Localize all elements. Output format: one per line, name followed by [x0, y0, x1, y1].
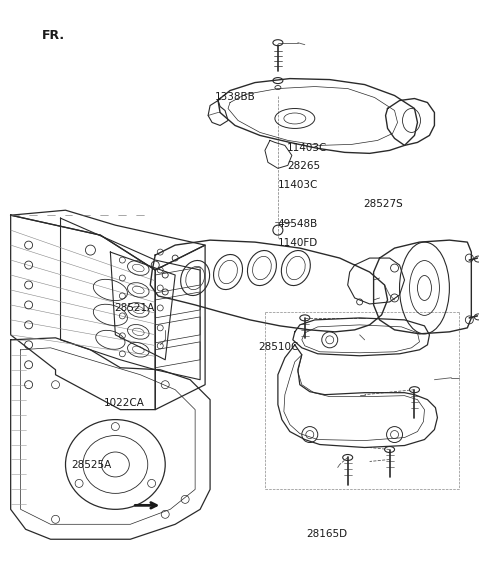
Text: 11403C: 11403C [277, 180, 318, 189]
Text: 1022CA: 1022CA [104, 398, 144, 408]
Text: 28527S: 28527S [363, 199, 403, 209]
Text: 28265: 28265 [287, 161, 320, 171]
Text: 1140FD: 1140FD [277, 238, 318, 248]
Text: 28521A: 28521A [115, 303, 155, 313]
Text: 28165D: 28165D [306, 529, 347, 540]
Text: 11403C: 11403C [287, 143, 327, 153]
Text: 49548B: 49548B [277, 219, 318, 229]
Text: 28510C: 28510C [258, 342, 299, 352]
Text: 28525A: 28525A [72, 460, 112, 470]
Text: 1338BB: 1338BB [215, 92, 256, 102]
Text: FR.: FR. [41, 29, 64, 42]
